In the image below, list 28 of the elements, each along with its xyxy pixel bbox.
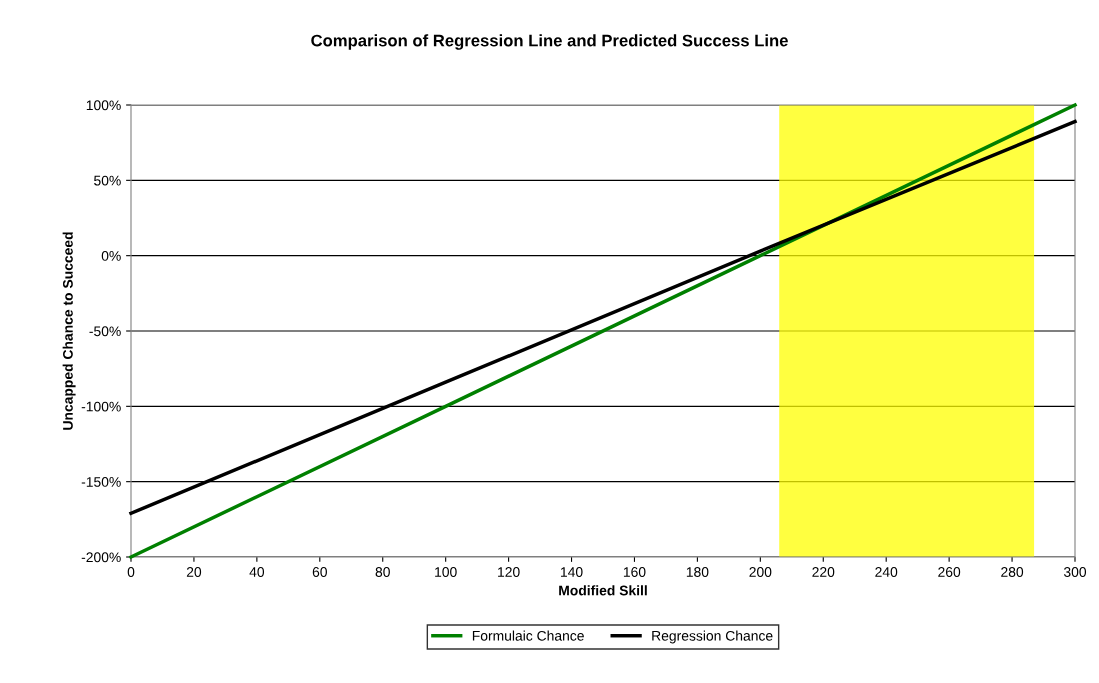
y-tick-label: -150% [81, 477, 121, 487]
y-tick-label: 100% [86, 100, 121, 111]
y-tick-label: 0% [101, 251, 121, 261]
x-tick-label: 160 [623, 567, 646, 577]
x-tick-label: 260 [938, 567, 961, 577]
x-tick-label: 60 [312, 567, 327, 577]
legend-label: Formulaic Chance [472, 630, 584, 641]
x-tick-label: 100 [435, 567, 457, 577]
x-tick-label: 240 [875, 567, 898, 577]
x-axis-title: Modified Skill [559, 585, 647, 596]
x-tick-label: 20 [186, 567, 202, 577]
y-tick-label: -100% [81, 401, 121, 412]
y-axis-title: Uncapped Chance to Succeed [62, 232, 76, 430]
x-tick-label: 180 [686, 567, 709, 577]
x-tick-label: 120 [498, 567, 520, 577]
chart-title: Comparison of Regression Line and Predicted Success Line [311, 34, 788, 50]
y-tick-label: 50% [94, 175, 121, 186]
x-tick-label: 40 [249, 567, 265, 577]
y-tick-label: -50% [89, 326, 121, 337]
x-tick-label: 200 [749, 567, 772, 577]
x-tick-label: 140 [561, 567, 583, 577]
x-tick-label: 280 [1001, 567, 1024, 577]
x-tick-label: 300 [1063, 567, 1087, 577]
x-tick-label: 80 [375, 567, 390, 577]
x-tick-label: 0 [127, 567, 135, 577]
y-tick-label: -200% [81, 552, 121, 563]
legend-label: Regression Chance [652, 630, 773, 644]
x-tick-label: 220 [812, 567, 835, 577]
